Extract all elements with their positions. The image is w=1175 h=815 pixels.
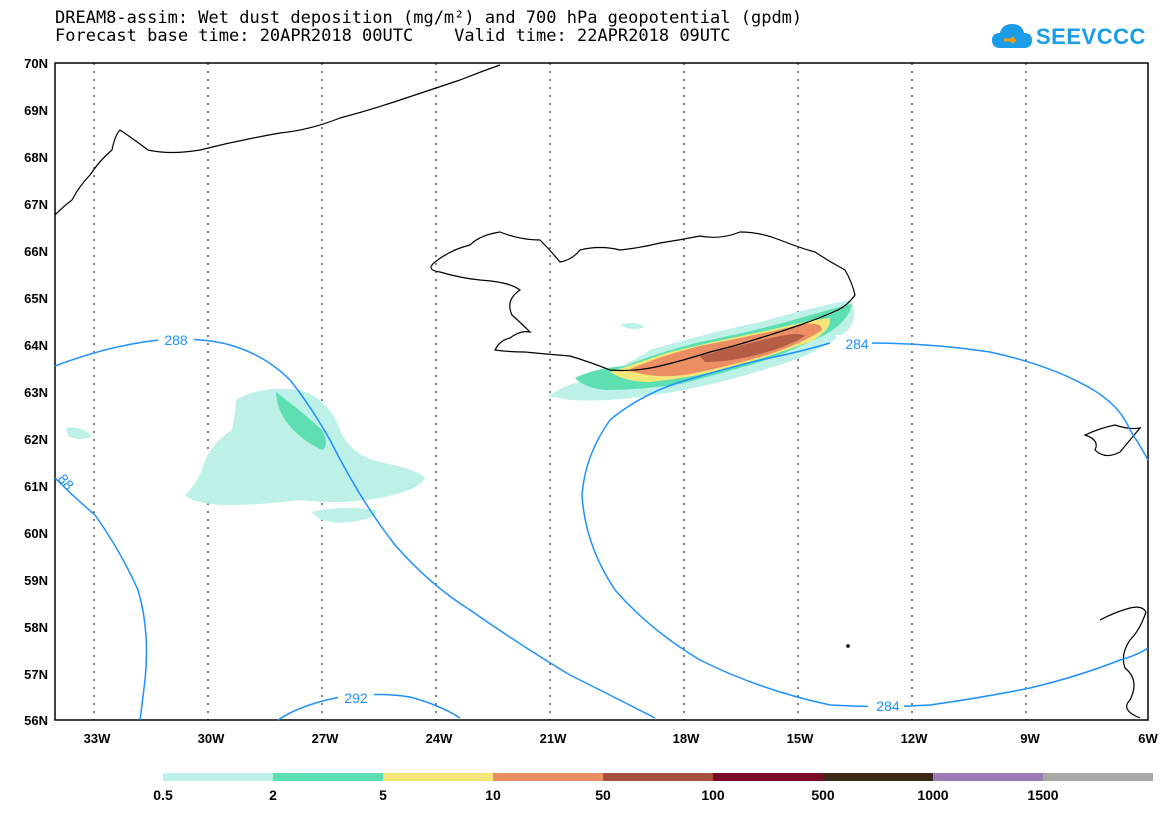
- lon-label: 6W: [1138, 731, 1158, 746]
- legend-label: 10: [485, 787, 501, 803]
- legend-label: 50: [595, 787, 611, 803]
- lat-label: 68N: [24, 150, 48, 165]
- legend-labels: 0.5 2 5 10 50 100 500 1000 1500: [153, 787, 1059, 803]
- legend-label: 100: [701, 787, 725, 803]
- lon-label: 30W: [198, 731, 225, 746]
- legend-swatch: [383, 773, 493, 781]
- lat-label: 58N: [24, 620, 48, 635]
- contour-label: 284: [845, 336, 869, 352]
- contour-284-east: [869, 342, 1149, 461]
- dust-plume-brown: [700, 334, 805, 362]
- lat-label: 67N: [24, 197, 48, 212]
- coastlines: [54, 64, 1147, 719]
- longitude-labels: 33W 30W 27W 24W 21W 18W 15W 12W 9W 6W: [84, 731, 1159, 746]
- dust-deposition-field: [66, 300, 855, 523]
- lat-label: 63N: [24, 385, 48, 400]
- contour-284: [581, 342, 1149, 708]
- faroe-coast: [1083, 424, 1142, 457]
- legend-swatch: [713, 773, 823, 781]
- seevccc-logo: SEEVCCC: [990, 20, 1150, 56]
- contour-label: 292: [344, 690, 368, 706]
- legend-swatch: [1043, 773, 1153, 781]
- legend-swatch: [933, 773, 1043, 781]
- dust-area-far-west: [66, 427, 92, 439]
- contour-288-west: [54, 477, 148, 721]
- iceland-coast: [430, 231, 856, 372]
- lat-label: 57N: [24, 667, 48, 682]
- lat-label: 61N: [24, 479, 48, 494]
- legend-label: 5: [379, 787, 387, 803]
- grid-lines: [93, 63, 1027, 720]
- latitude-labels: 70N 69N 68N 67N 66N 65N 64N 63N 62N 61N …: [24, 56, 48, 728]
- legend-label: 1000: [917, 787, 948, 803]
- legend-swatch: [493, 773, 603, 781]
- greenland-coast: [54, 64, 501, 216]
- contour-label: 284: [876, 698, 900, 714]
- legend-swatch: [603, 773, 713, 781]
- cloud-icon: [992, 24, 1032, 48]
- lon-label: 21W: [540, 731, 567, 746]
- lat-label: 70N: [24, 56, 48, 71]
- dust-patch-small: [620, 322, 645, 330]
- lat-label: 56N: [24, 713, 48, 728]
- lon-label: 12W: [901, 731, 928, 746]
- legend-colorbar: [163, 773, 1153, 781]
- lon-label: 18W: [673, 731, 700, 746]
- lat-label: 60N: [24, 526, 48, 541]
- map-subtitle: Forecast base time: 20APR2018 00UTC Vali…: [55, 26, 731, 46]
- lat-label: 59N: [24, 573, 48, 588]
- lat-label: 66N: [24, 244, 48, 259]
- lon-label: 33W: [84, 731, 111, 746]
- lat-label: 64N: [24, 338, 48, 353]
- lat-label: 62N: [24, 432, 48, 447]
- map-title: DREAM8-assim: Wet dust deposition (mg/m²…: [55, 8, 803, 28]
- lon-label: 24W: [426, 731, 453, 746]
- legend-label: 2: [269, 787, 277, 803]
- dust-area-west: [185, 388, 425, 505]
- legend-swatch: [273, 773, 383, 781]
- scotland-coast: [1099, 606, 1147, 719]
- lon-label: 27W: [312, 731, 339, 746]
- lat-label: 65N: [24, 291, 48, 306]
- lat-label: 69N: [24, 103, 48, 118]
- legend-swatch: [823, 773, 933, 781]
- legend-label: 500: [811, 787, 835, 803]
- dust-area-west-core: [276, 392, 326, 450]
- contour-label: 288: [164, 332, 188, 348]
- legend-label: 1500: [1027, 787, 1058, 803]
- legend-label: 0.5: [153, 787, 173, 803]
- logo-text: SEEVCCC: [1036, 24, 1146, 49]
- contour-label-group: 288 284 292 284 88: [55, 331, 904, 715]
- legend-swatch: [163, 773, 273, 781]
- lon-label: 15W: [787, 731, 814, 746]
- dust-area-west-small: [312, 507, 376, 523]
- lon-label: 9W: [1020, 731, 1040, 746]
